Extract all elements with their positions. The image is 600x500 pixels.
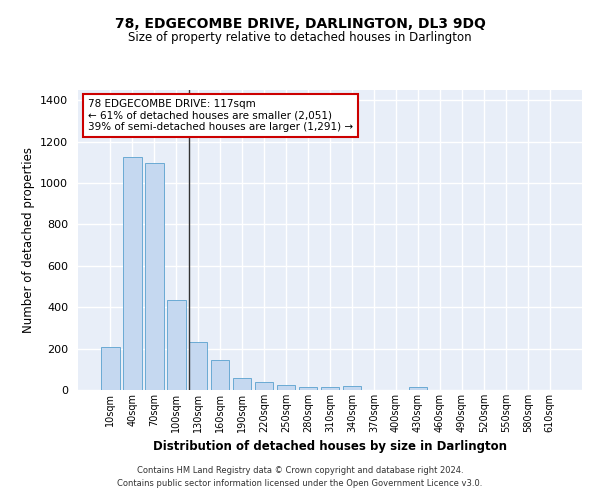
Text: Contains HM Land Registry data © Crown copyright and database right 2024.
Contai: Contains HM Land Registry data © Crown c…	[118, 466, 482, 487]
Text: 78 EDGECOMBE DRIVE: 117sqm
← 61% of detached houses are smaller (2,051)
39% of s: 78 EDGECOMBE DRIVE: 117sqm ← 61% of deta…	[88, 99, 353, 132]
X-axis label: Distribution of detached houses by size in Darlington: Distribution of detached houses by size …	[153, 440, 507, 454]
Bar	[233, 378, 251, 390]
Bar	[409, 388, 427, 390]
Bar	[320, 387, 340, 390]
Bar	[343, 386, 361, 390]
Text: Size of property relative to detached houses in Darlington: Size of property relative to detached ho…	[128, 31, 472, 44]
Y-axis label: Number of detached properties: Number of detached properties	[22, 147, 35, 333]
Bar	[145, 164, 164, 390]
Text: 78, EDGECOMBE DRIVE, DARLINGTON, DL3 9DQ: 78, EDGECOMBE DRIVE, DARLINGTON, DL3 9DQ	[115, 18, 485, 32]
Bar	[101, 347, 119, 390]
Bar	[211, 360, 229, 390]
Bar	[255, 382, 274, 390]
Bar	[167, 300, 185, 390]
Bar	[189, 342, 208, 390]
Bar	[123, 157, 142, 390]
Bar	[277, 385, 295, 390]
Bar	[299, 388, 317, 390]
